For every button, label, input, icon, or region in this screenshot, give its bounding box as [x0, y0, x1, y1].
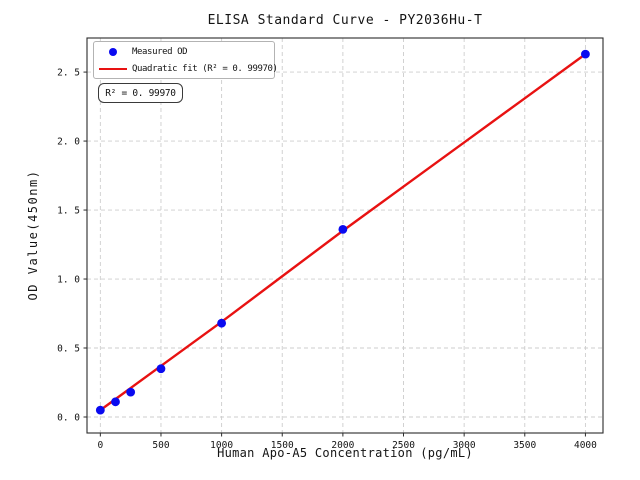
y-tick-label: 2. 0	[57, 136, 80, 147]
y-tick-label: 1. 5	[57, 205, 80, 216]
x-tick-label: 500	[152, 440, 169, 451]
r-squared-annotation: R² = 0. 99970	[98, 83, 183, 103]
y-tick-label: 0. 5	[57, 343, 80, 354]
x-tick-label: 2500	[392, 440, 415, 451]
x-tick-label: 3500	[513, 440, 536, 451]
data-point	[581, 49, 590, 59]
y-axis-label: OD Value(450nm)	[26, 169, 40, 301]
x-tick-label: 0	[97, 440, 103, 451]
data-point	[156, 364, 166, 374]
legend-item-measured-od: Measured OD	[94, 45, 274, 59]
legend-label-quadratic-fit: Quadratic fit (R² = 0. 99970)	[132, 63, 278, 74]
x-tick-label: 2000	[331, 440, 354, 451]
data-point	[111, 397, 120, 407]
y-tick-label: 2. 5	[57, 67, 80, 78]
measured-od-marker-icon	[109, 47, 117, 56]
data-point	[126, 387, 136, 397]
plot-border	[86, 37, 604, 434]
data-point	[95, 405, 105, 415]
x-tick-label: 1500	[271, 440, 294, 451]
x-axis-label: Human Apo-A5 Concentration (pg/mL)	[217, 446, 473, 460]
legend-item-quadratic-fit: Quadratic fit (R² = 0. 99970)	[94, 62, 278, 76]
legend: Measured OD Quadratic fit (R² = 0. 99970…	[93, 41, 278, 79]
x-tick-label: 3000	[453, 440, 476, 451]
legend-label-measured-od: Measured OD	[132, 46, 188, 57]
chart-title: ELISA Standard Curve - PY2036Hu-T	[207, 13, 483, 28]
data-point	[217, 318, 227, 328]
x-tick-label: 1000	[210, 440, 233, 451]
data-point	[338, 224, 348, 234]
y-tick-label: 1. 0	[57, 274, 80, 285]
fit-line-swatch-icon	[99, 67, 127, 70]
y-tick-label: 0. 0	[57, 412, 80, 423]
x-tick-label: 4000	[574, 440, 597, 451]
